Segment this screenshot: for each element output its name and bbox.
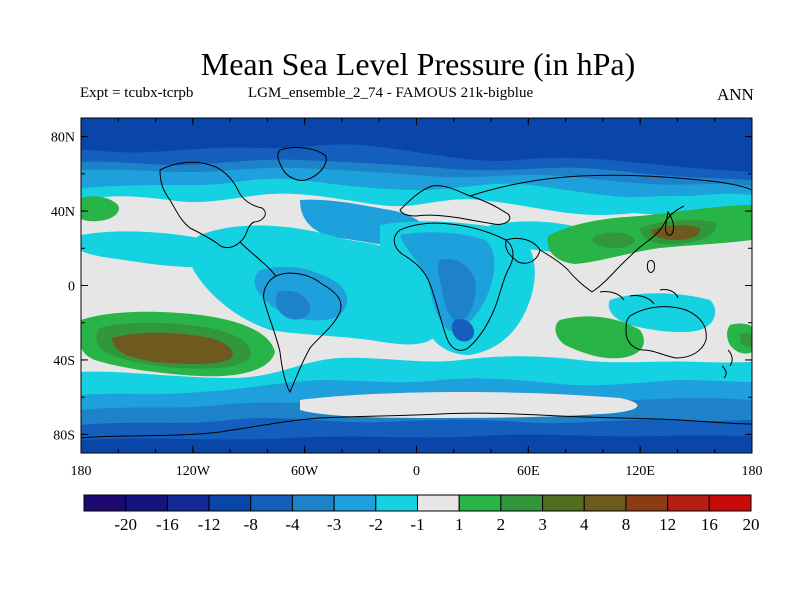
colorbar-swatch — [625, 494, 669, 512]
colorbar-label: 8 — [622, 515, 631, 534]
lon-label: 60E — [517, 464, 540, 479]
colorbar-swatch — [291, 494, 335, 512]
greenland-coast — [277, 147, 327, 181]
lon-label: 120W — [176, 464, 211, 479]
colorbar-label: 20 — [743, 515, 760, 534]
colorbar-label: 2 — [497, 515, 506, 534]
antarctica-coast — [81, 412, 752, 439]
colorbar-swatch — [583, 494, 627, 512]
colorbar-swatch — [375, 494, 418, 512]
colorbar-label: -16 — [156, 515, 179, 534]
colorbar-swatch — [208, 494, 252, 512]
new-zealand-coast — [721, 349, 733, 379]
asia-coast — [469, 174, 752, 293]
south-america-l3 — [275, 290, 311, 320]
west-pacific-high-g3 — [651, 225, 701, 240]
africa-coast — [393, 222, 514, 351]
pressure-anomaly-field — [81, 118, 752, 453]
axis-ticks — [80, 118, 753, 453]
colorbar-label: -8 — [244, 515, 258, 534]
central-pacific-l1 — [81, 231, 239, 268]
africa-l4 — [451, 318, 475, 342]
lon-label: 60W — [291, 464, 319, 479]
coastlines — [81, 147, 752, 439]
colorbar-labels: -20 -16 -12 -8 -4 -3 -2 -1 1 2 3 4 8 12 16 20 — [114, 515, 759, 534]
southern-ocean-l5 — [81, 434, 752, 453]
colorbar-label: 16 — [701, 515, 718, 534]
colorbar-swatch — [333, 494, 377, 512]
antarctica-region — [300, 392, 638, 418]
north-pacific-high — [81, 196, 119, 222]
colorbar-label: 3 — [538, 515, 547, 534]
lon-label: 180 — [71, 464, 92, 479]
southeast-asia-islands — [599, 259, 679, 305]
colorbar-label: -20 — [114, 515, 137, 534]
colorbar-swatch — [667, 494, 710, 512]
colorbar-swatch — [250, 494, 293, 512]
south-america-coast — [263, 272, 342, 394]
colorbar-label: -3 — [327, 515, 341, 534]
lat-label: 80S — [53, 428, 75, 443]
run-label: LGM_ensemble_2_74 - FAMOUS 21k-bigblue — [248, 85, 534, 101]
colorbar-label: -1 — [410, 515, 424, 534]
arabia-coast — [505, 237, 541, 264]
colorbar-label: 1 — [455, 515, 464, 534]
lat-label: 0 — [68, 280, 75, 295]
longitude-labels: 180 120W 60W 0 60E 120E 180 — [71, 464, 763, 479]
lat-label: 80N — [51, 131, 75, 146]
lat-label: 40S — [53, 354, 75, 369]
europe-coast — [399, 185, 511, 225]
japan-coast — [665, 210, 675, 236]
colorbar-swatch — [458, 494, 502, 512]
east-australia-high-g2 — [740, 333, 752, 347]
colorbar-swatch — [166, 494, 210, 512]
southern-indian-high — [555, 316, 644, 359]
colorbar-swatch — [708, 494, 752, 512]
central-america-coast — [239, 241, 277, 277]
north-band-l5 — [81, 118, 752, 172]
lon-label: 0 — [413, 464, 420, 479]
lon-label: 180 — [742, 464, 763, 479]
lat-label: 40N — [51, 205, 75, 220]
colorbar — [83, 494, 752, 512]
experiment-label: Expt = tcubx-tcrpb — [80, 85, 194, 101]
south-pacific-high-g3 — [112, 332, 233, 364]
colorbar-swatch — [83, 494, 127, 512]
north-america-coast — [159, 161, 266, 249]
latitude-labels: 80N 40N 0 40S 80S — [51, 131, 75, 444]
colorbar-swatch — [500, 494, 544, 512]
asia-high-g2 — [592, 232, 635, 248]
map-title: Mean Sea Level Pressure (in hPa) — [200, 46, 636, 82]
africa-l3 — [437, 259, 476, 322]
season-label: ANN — [717, 85, 754, 104]
colorbar-swatch — [125, 494, 168, 512]
colorbar-swatch — [417, 494, 460, 512]
lon-label: 120E — [625, 464, 655, 479]
australia-l1 — [608, 293, 716, 333]
australia-coast — [625, 306, 707, 359]
colorbar-swatch — [542, 494, 585, 512]
colorbar-label: 12 — [659, 515, 676, 534]
colorbar-label: -12 — [198, 515, 221, 534]
colorbar-label: 4 — [580, 515, 589, 534]
colorbar-label: -4 — [285, 515, 300, 534]
colorbar-label: -2 — [369, 515, 383, 534]
